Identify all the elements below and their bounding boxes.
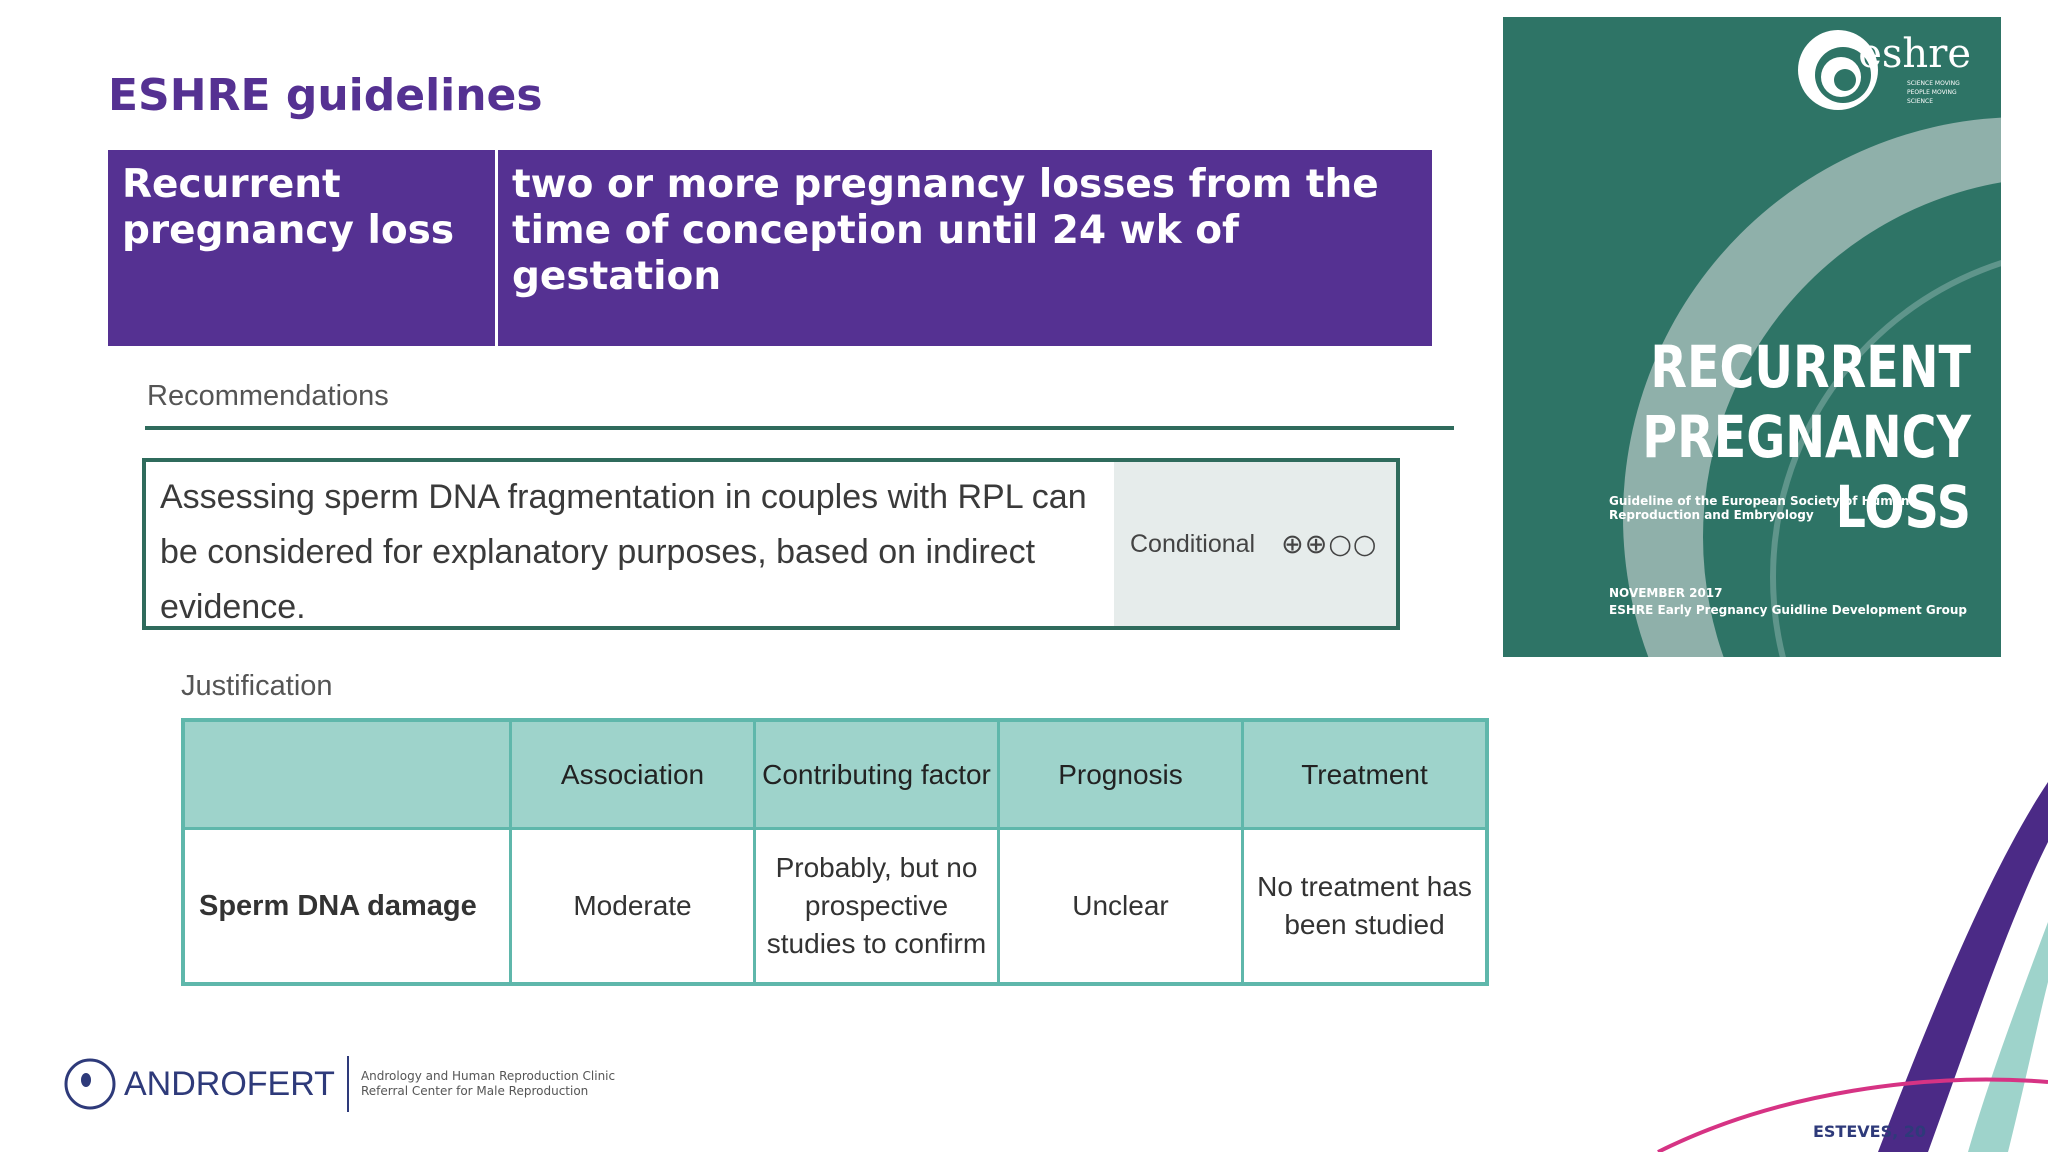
justification-table: Association Contributing factor Prognosi… [181,718,1489,986]
androfert-logo-icon [64,1058,116,1110]
logo-name: ANDROFERT [124,1064,335,1103]
table-cell: Probably, but no prospective studies to … [753,827,1000,986]
slide-title: ESHRE guidelines [108,70,543,121]
column-header: Contributing factor [753,718,1000,830]
guideline-cover-image: eshre SCIENCE MOVING PEOPLE MOVING SCIEN… [1503,17,2001,657]
table-header-row: Association Contributing factor Prognosi… [181,718,1489,830]
recommendations-heading: Recommendations [147,380,389,412]
recommendation-strength: Conditional [1130,529,1256,558]
recommendation-text: Assessing sperm DNA fragmentation in cou… [160,478,1087,626]
cover-brand: eshre [1858,31,1971,77]
evidence-grade: ⊕⊕○○ [1281,528,1378,560]
table-cell: No treatment has been studied [1241,827,1489,986]
column-header: Prognosis [997,718,1244,830]
row-label: Sperm DNA damage [181,827,512,986]
cover-subtitle: Guideline of the European Society of Hum… [1609,494,1910,522]
column-header [181,718,512,830]
table-cell: Unclear [997,827,1244,986]
androfert-logo: ANDROFERT Andrology and Human Reproducti… [62,1054,615,1114]
column-header: Association [509,718,756,830]
table-cell: Moderate [509,827,756,986]
divider [145,426,1454,430]
cover-title: RECURRENT PREGNANCY LOSS [1642,333,1971,541]
logo-divider [346,1056,349,1112]
column-header: Treatment [1241,718,1489,830]
cover-date-block: NOVEMBER 2017 ESHRE Early Pregnancy Guid… [1609,586,1967,617]
definition-text: two or more pregnancy losses from the ti… [512,162,1379,299]
definition-term: Recurrent pregnancy loss [108,150,498,346]
logo-tagline: Andrology and Human Reproduction Clinic … [360,1069,616,1098]
corner-swoosh-graphic [1657,782,2048,1152]
table-row: Sperm DNA damage Moderate Probably, but … [181,827,1489,986]
cover-arc-graphic [1623,117,2001,657]
justification-heading: Justification [181,670,333,702]
recommendation-box: Assessing sperm DNA fragmentation in cou… [142,458,1400,630]
cover-tagline: SCIENCE MOVING PEOPLE MOVING SCIENCE [1907,80,1960,105]
eshre-logo-icon [1798,30,1878,110]
slide-credit: ESTEVES, 20 [1812,1122,1926,1141]
recommendation-rating: Conditional ⊕⊕○○ [1114,462,1396,626]
definition-box: Recurrent pregnancy loss two or more pre… [108,150,1432,346]
